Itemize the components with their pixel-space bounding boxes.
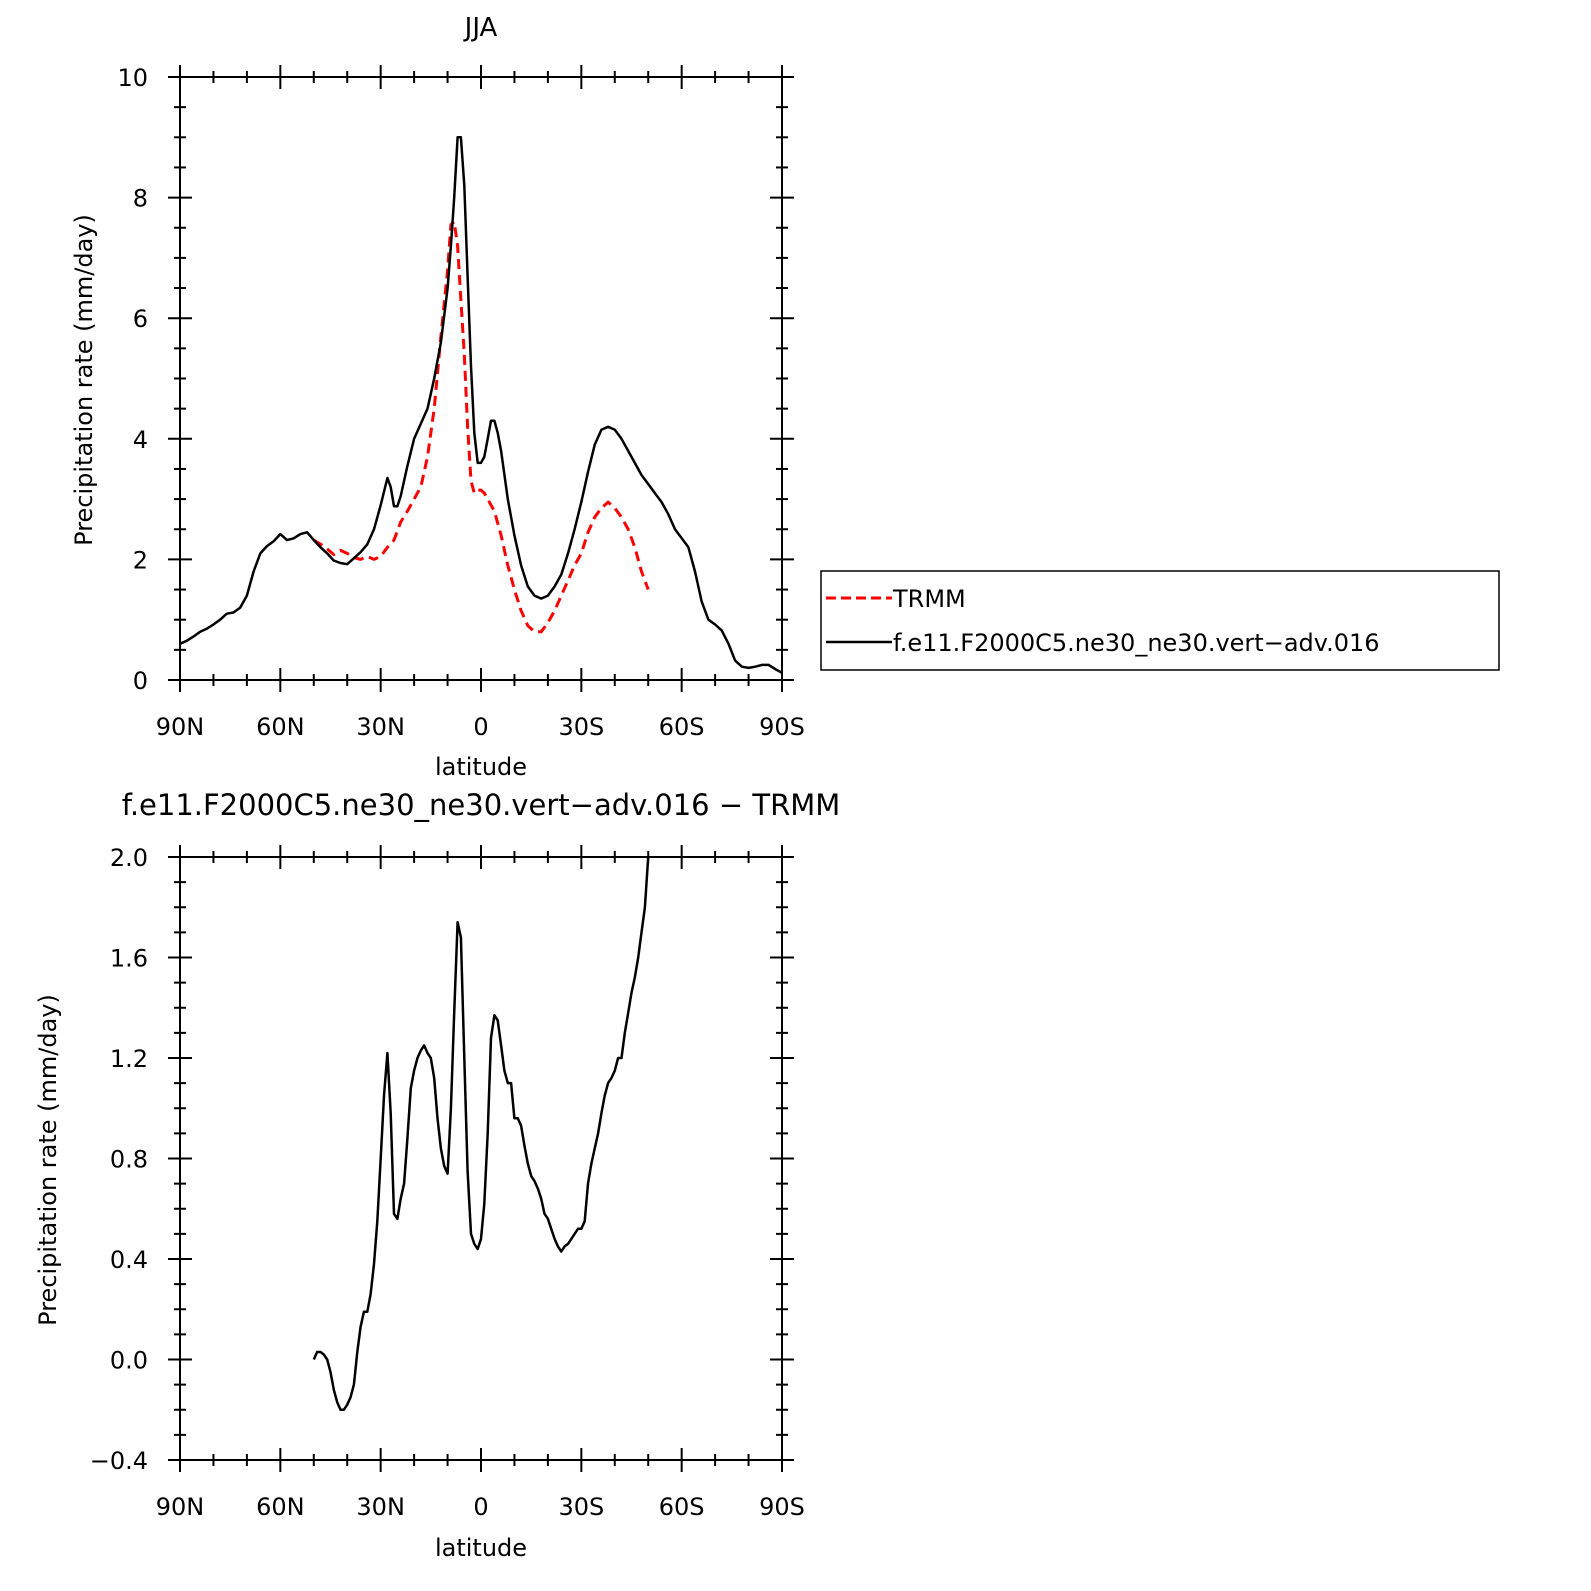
legend: TRMM f.e11.F2000C5.ne30_ne30.vert−adv.01… (820, 570, 1500, 671)
top-y-tick-label: 4 (133, 426, 148, 454)
top-y-tick-label: 8 (133, 185, 148, 213)
bottom-y-tick-label: 0.0 (110, 1347, 148, 1375)
top-y-tick-label: 0 (133, 667, 148, 695)
bottom-axis-ticks (168, 845, 794, 1472)
top-y-tick-label: 2 (133, 546, 148, 574)
top-plot-frame (179, 76, 783, 681)
top-y-axis-label: Precipitation rate (mm/day) (70, 214, 98, 546)
top-x-tick-label: 30S (558, 713, 604, 741)
bottom-panel: f.e11.F2000C5.ne30_ne30.vert−adv.016 − T… (34, 788, 840, 1562)
bottom-x-tick-label: 60N (256, 1493, 305, 1521)
bottom-y-tick-label: 2.0 (110, 844, 148, 872)
bottom-y-tick-labels: −0.4 0.0 0.4 0.8 1.2 1.6 2.0 (90, 844, 148, 1475)
bottom-y-tick-label: 1.6 (110, 945, 148, 973)
top-series-line-1 (179, 136, 783, 674)
bottom-x-tick-label: 60S (659, 1493, 705, 1521)
legend-label-trmm: TRMM (892, 585, 966, 613)
legend-box (820, 570, 1500, 671)
bottom-y-tick-label: 1.2 (110, 1045, 148, 1073)
top-x-tick-label: 60N (256, 713, 305, 741)
top-chart-title: JJA (463, 13, 498, 43)
bottom-plot-frame (179, 856, 783, 1461)
top-x-tick-label: 0 (473, 713, 488, 741)
top-series-line-0 (313, 220, 650, 634)
top-x-tick-labels: 90N 60N 30N 0 30S 60S 90S (156, 713, 805, 741)
bottom-x-tick-label: 90N (156, 1493, 205, 1521)
top-y-tick-labels: 0 2 4 6 8 10 (117, 64, 148, 695)
top-y-tick-label: 10 (117, 64, 148, 92)
bottom-x-tick-label: 90S (759, 1493, 805, 1521)
top-x-tick-label: 90S (759, 713, 805, 741)
bottom-chart-title: f.e11.F2000C5.ne30_ne30.vert−adv.016 − T… (122, 788, 841, 822)
top-series-group (179, 136, 783, 674)
bottom-series-group (312, 856, 650, 1412)
bottom-y-tick-label: −0.4 (90, 1447, 148, 1475)
top-x-tick-label: 90N (156, 713, 205, 741)
bottom-x-tick-label: 30N (356, 1493, 405, 1521)
bottom-x-tick-labels: 90N 60N 30N 0 30S 60S 90S (156, 1493, 805, 1521)
top-panel: JJA 90N 60N 30N 0 30S 60S 90S 0 2 4 6 8 10 latitude… (70, 13, 805, 781)
bottom-y-axis-label: Precipitation rate (mm/day) (34, 994, 62, 1326)
bottom-y-tick-label: 0.8 (110, 1146, 148, 1174)
bottom-x-tick-label: 0 (473, 1493, 488, 1521)
top-x-tick-label: 60S (659, 713, 705, 741)
bottom-series-line-0 (312, 856, 650, 1412)
bottom-x-axis-label: latitude (435, 1534, 527, 1562)
top-x-tick-label: 30N (356, 713, 405, 741)
bottom-y-tick-label: 0.4 (110, 1246, 148, 1274)
bottom-x-tick-label: 30S (558, 1493, 604, 1521)
top-x-axis-label: latitude (435, 753, 527, 781)
legend-label-model: f.e11.F2000C5.ne30_ne30.vert−adv.016 (893, 629, 1380, 657)
top-y-tick-label: 6 (133, 305, 148, 333)
